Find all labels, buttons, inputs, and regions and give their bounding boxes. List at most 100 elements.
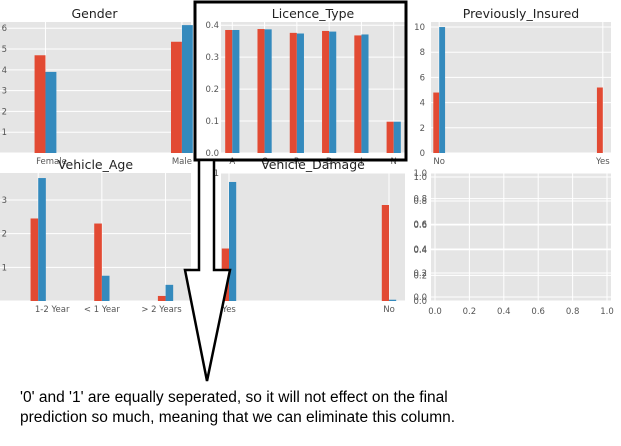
- x-tick-label: N: [391, 157, 397, 167]
- bar-series-0: [30, 218, 39, 301]
- bar-series-1: [296, 33, 304, 153]
- y-tick-label: 6: [420, 73, 425, 83]
- plot-area: [431, 22, 611, 153]
- x-tick-label: A: [229, 157, 235, 167]
- chart-panel-4: 1 2 3 1-2 Year < 1 Year > 2 Years Vehicle_Age: [0, 157, 191, 315]
- plot-area: [0, 22, 191, 153]
- y-tick-label: 0.8: [413, 195, 427, 205]
- y-tick-label: 2: [2, 107, 7, 117]
- chart-panel-5: 01YesNoVehicle_Damage: [214, 157, 405, 315]
- x-tick-label: No: [433, 157, 445, 167]
- y-tick-label: 0.2: [413, 271, 427, 281]
- bar-series-0: [94, 223, 102, 301]
- x-tick-label: 0.8: [566, 307, 580, 317]
- bar-series-1: [389, 299, 397, 301]
- plot-area: [221, 173, 405, 301]
- bar-series-0: [170, 41, 182, 153]
- bar-series-1: [38, 178, 46, 301]
- chart-panel-3: 0 2 4 6 8 10 No Yes Previously_Insured: [414, 6, 611, 167]
- y-tick-label: 0.0: [205, 149, 219, 159]
- annotation-line-2: prediction so much, meaning that we can …: [20, 409, 456, 426]
- bar-series-1: [439, 27, 446, 154]
- y-tick-label: 1.0: [413, 173, 427, 183]
- y-tick-label: 0: [420, 149, 425, 159]
- y-tick-label: 0.0: [413, 297, 427, 307]
- annotation-note: '0' and '1' are equally seperated, so it…: [20, 388, 580, 428]
- chart-title: Gender: [71, 6, 118, 21]
- y-tick-label: 8: [420, 48, 425, 58]
- bar-series-0: [596, 87, 603, 153]
- y-tick-label: 0.3: [205, 53, 219, 63]
- bar-series-0: [257, 29, 265, 154]
- x-tick-label: > 2 Years: [141, 305, 182, 315]
- chart-panel-6: 0.00.20.40.60.81.00.0 0.2 0.4 0.6 0.8 1.00.00…: [413, 169, 613, 317]
- y-tick-label: 0.2: [205, 85, 219, 95]
- x-tick-label: D: [326, 157, 333, 167]
- bar-series-0: [225, 29, 233, 153]
- bar-series-0: [354, 35, 362, 154]
- bar-series-0: [381, 205, 389, 301]
- bar-series-0: [157, 295, 166, 301]
- bar-series-0: [322, 30, 330, 153]
- y-tick-label: 0.2: [413, 269, 427, 279]
- plot-area: [431, 173, 611, 301]
- chart-panel-1: 1 2 3 4 5 6 Female Male Gender: [0, 6, 193, 167]
- x-tick-label: 0.6: [531, 307, 545, 317]
- y-tick-label: 2: [420, 124, 425, 134]
- x-tick-label: 0.2: [463, 307, 477, 317]
- x-tick-label: Female: [36, 157, 67, 167]
- y-tick-label: 1: [214, 169, 219, 179]
- y-tick-label: 3: [2, 196, 7, 206]
- bar-series-1: [232, 29, 240, 153]
- y-tick-label: 0.6: [413, 220, 427, 230]
- x-tick-label: 0.0: [428, 307, 442, 317]
- y-tick-label: 2: [2, 230, 7, 240]
- bar-series-0: [34, 55, 46, 154]
- y-tick-label: 6: [2, 24, 7, 34]
- x-tick-label: Male: [172, 157, 192, 167]
- x-tick-label: C: [262, 157, 268, 167]
- bar-series-0: [386, 121, 394, 153]
- chart-panel-2: 0.0 0.1 0.2 0.3 0.4 A C R D I N Licence_Type: [205, 6, 405, 167]
- y-tick-label: 0.4: [413, 245, 427, 255]
- bar-series-1: [229, 181, 237, 301]
- bar-series-1: [101, 275, 110, 301]
- x-tick-label: Yes: [221, 305, 236, 315]
- bar-series-0: [289, 32, 297, 153]
- y-tick-label: 3: [2, 87, 7, 97]
- bar-series-0: [433, 92, 440, 153]
- y-tick-label: 0.4: [413, 246, 427, 256]
- y-tick-label: 0.1: [205, 117, 219, 127]
- y-tick-label: 10: [414, 23, 425, 33]
- x-tick-label: 0.4: [497, 307, 511, 317]
- x-tick-label: No: [383, 305, 395, 315]
- y-tick-label: 1.0: [413, 169, 427, 179]
- y-tick-label: 1: [2, 128, 7, 138]
- x-tick-label: R: [294, 157, 300, 167]
- x-tick-label: 1.0: [600, 307, 614, 317]
- bar-series-1: [181, 25, 193, 153]
- x-tick-label: Yes: [595, 157, 610, 167]
- y-tick-label: 0.4: [205, 21, 219, 31]
- y-tick-label: 1: [2, 263, 7, 273]
- y-tick-label: 0.8: [413, 197, 427, 207]
- y-tick-label: 4: [420, 99, 425, 109]
- bar-series-1: [393, 121, 401, 153]
- bar-series-1: [264, 29, 272, 154]
- y-tick-label: 5: [2, 45, 7, 55]
- y-tick-label: 0.0: [413, 293, 427, 303]
- y-tick-label: 0.6: [413, 221, 427, 231]
- y-tick-label: 4: [2, 66, 7, 76]
- x-tick-label: 1-2 Year: [35, 305, 70, 315]
- highlight-box: [193, 0, 408, 162]
- x-tick-label: < 1 Year: [84, 305, 120, 315]
- chart-title: Previously_Insured: [463, 6, 579, 21]
- annotation-line-1: '0' and '1' are equally seperated, so it…: [20, 389, 448, 406]
- chart-title: Licence_Type: [272, 6, 355, 21]
- bar-series-1: [45, 71, 57, 153]
- down-arrow: [183, 158, 232, 382]
- bar-series-1: [361, 34, 369, 153]
- plot-area: [221, 22, 405, 153]
- chart-title: Vehicle_Age: [58, 157, 133, 172]
